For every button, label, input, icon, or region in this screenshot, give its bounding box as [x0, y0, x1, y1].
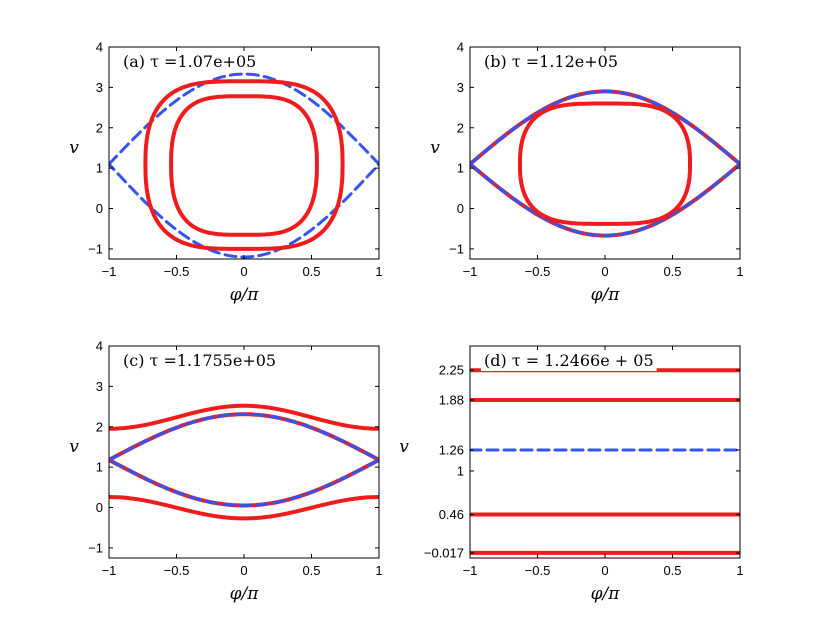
y-tick-label-a-0: −1: [88, 241, 103, 256]
y-tick-label-d-3: 1.26: [439, 442, 464, 457]
series-b-1-dashed-separatrix: [470, 89, 740, 238]
curves-b: [470, 89, 740, 238]
title-bg-d: [481, 350, 657, 371]
y-tick-label-c-2: 1: [96, 460, 103, 475]
plot-area-a: [108, 46, 380, 260]
x-tick-label-d-3: 0.5: [663, 563, 681, 578]
x-tick-label-b-3: 0.5: [663, 264, 681, 279]
series-b-2-solid-closed: [518, 101, 692, 226]
x-tick-label-c-2: 0: [240, 563, 247, 578]
x-tick-label-a-0: −1: [102, 264, 117, 279]
series-c-0-solid-wave: [109, 403, 379, 431]
y-axis-label-d: v: [399, 437, 409, 457]
panel-title-c: (c) τ =1.1755e+05: [123, 351, 276, 370]
y-tick-label-c-4: 3: [96, 379, 103, 394]
y-tick-label-a-3: 2: [96, 120, 103, 135]
title-bg-c: [120, 350, 280, 371]
title-bg-b: [481, 51, 622, 72]
y-tick-label-c-3: 2: [96, 419, 103, 434]
x-tick-label-d-1: −0.5: [525, 563, 551, 578]
panel-a: φ/π v −1 −0.5 0 0.5 1 −1 0 1 2 3 4 (a) τ =1.07e+05: [69, 40, 382, 306]
x-tick-label-d-4: 1: [736, 563, 743, 578]
series-a-1-solid-closed: [143, 79, 345, 251]
panel-title-a: (a) τ =1.07e+05: [123, 52, 256, 71]
x-tick-label-b-0: −1: [463, 264, 478, 279]
y-tick-label-d-2: 1: [457, 463, 464, 478]
y-tick-label-c-5: 4: [96, 339, 103, 354]
y-tick-label-a-1: 0: [96, 201, 103, 216]
x-tick-label-d-2: 0: [601, 563, 608, 578]
plot-area-d: [469, 345, 741, 559]
series-a-0-dashed-separatrix: [109, 72, 379, 259]
y-tick-label-d-1: 0.46: [439, 507, 464, 522]
panel-title-d: (d) τ = 1.2466e + 05: [484, 351, 654, 370]
y-tick-label-b-0: −1: [449, 241, 464, 256]
title-bg-a: [120, 51, 260, 72]
x-tick-label-b-1: −0.5: [525, 264, 551, 279]
x-axis-label-d: φ/π: [591, 584, 621, 604]
y-tick-label-d-4: 1.88: [439, 393, 464, 408]
y-tick-label-b-1: 0: [457, 201, 464, 216]
y-tick-label-a-5: 4: [96, 40, 103, 55]
panel-d: φ/π v −1 −0.5 0 0.5 1 −0.017 0.46 1 1.26 1.88 2.25…: [399, 345, 744, 604]
y-tick-label-b-3: 2: [457, 120, 464, 135]
curves-c: [109, 403, 379, 521]
panel-c: φ/π v −1 −0.5 0 0.5 1 −1 0 1 2 3 4 (c) τ =1.1755e+0…: [69, 339, 382, 605]
x-axis-label-b: φ/π: [591, 285, 621, 305]
y-tick-label-b-2: 1: [457, 161, 464, 176]
panel-b: φ/π v −1 −0.5 0 0.5 1 −1 0 1 2 3 4 (b) τ =1.12e+05: [430, 40, 743, 306]
y-axis-label-b: v: [430, 138, 440, 158]
x-axis-label-a: φ/π: [230, 285, 260, 305]
x-tick-label-c-4: 1: [375, 563, 382, 578]
x-tick-label-a-2: 0: [240, 264, 247, 279]
y-tick-label-d-0: −0.017: [424, 545, 464, 560]
x-tick-label-b-4: 1: [736, 264, 743, 279]
y-tick-label-b-5: 4: [457, 40, 464, 55]
plot-area-c: [108, 345, 380, 559]
x-tick-label-c-1: −0.5: [164, 563, 190, 578]
panel-title-b: (b) τ =1.12e+05: [484, 52, 618, 71]
x-tick-label-a-4: 1: [375, 264, 382, 279]
y-axis-label-c: v: [69, 437, 79, 457]
x-tick-label-a-3: 0.5: [302, 264, 320, 279]
x-tick-label-b-2: 0: [601, 264, 608, 279]
x-tick-label-c-3: 0.5: [302, 563, 320, 578]
series-c-3-dashed-separatrix: [109, 412, 379, 507]
plot-area-b: [469, 46, 741, 260]
y-tick-label-c-1: 0: [96, 500, 103, 515]
y-tick-label-b-4: 3: [457, 80, 464, 95]
curves-a: [109, 72, 379, 259]
x-tick-label-c-0: −1: [102, 563, 117, 578]
y-axis-label-a: v: [69, 138, 79, 158]
y-tick-label-c-0: −1: [88, 540, 103, 555]
series-a-2-solid-closed: [169, 94, 319, 237]
x-tick-label-d-0: −1: [463, 563, 478, 578]
y-tick-label-d-5: 2.25: [439, 363, 464, 378]
x-tick-label-a-1: −0.5: [164, 264, 190, 279]
series-c-1-solid-wave: [109, 495, 379, 521]
y-tick-label-a-4: 3: [96, 80, 103, 95]
y-tick-label-a-2: 1: [96, 161, 103, 176]
x-axis-label-c: φ/π: [230, 584, 260, 604]
